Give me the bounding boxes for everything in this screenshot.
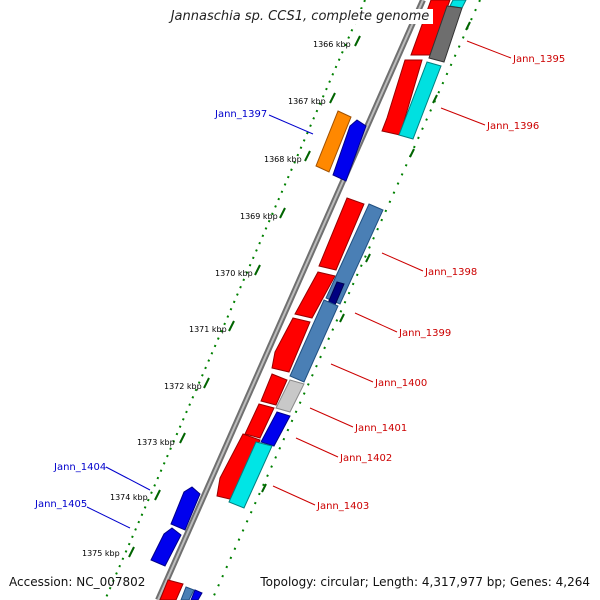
gene-label-jann-1405[interactable]: Jann_1405 xyxy=(34,499,87,510)
ruler-label-1375: 1375 kbp xyxy=(82,549,120,558)
cds-jann-1402[interactable] xyxy=(216,433,261,501)
map-title: Jannaschia sp. CCS1, complete genome xyxy=(166,9,434,24)
gene-label-jann-1395[interactable]: Jann_1395 xyxy=(512,54,565,65)
gene-label-jann-1400[interactable]: Jann_1400 xyxy=(374,378,427,389)
forward-cds-track xyxy=(150,110,367,567)
cds-jann-1397-orange[interactable] xyxy=(315,110,352,173)
accession-text: Accession: NC_007802 xyxy=(9,575,146,589)
gene-label-jann-1404[interactable]: Jann_1404 xyxy=(53,462,106,473)
feature-blue-bottom xyxy=(190,589,203,600)
gene-label-jann-1398[interactable]: Jann_1398 xyxy=(424,267,477,278)
cds-jann-1406[interactable] xyxy=(159,579,184,600)
cds-jann-1396[interactable] xyxy=(381,59,423,136)
feature-cyan-1403 xyxy=(228,441,273,509)
genome-backbone-highlight xyxy=(157,0,424,600)
cds-jann-1398b[interactable] xyxy=(294,271,336,319)
ruler-label-1372: 1372 kbp xyxy=(164,382,202,391)
cds-jann-1405[interactable] xyxy=(150,527,182,567)
feature-blue-1401 xyxy=(260,411,291,447)
ruler-label-1373: 1373 kbp xyxy=(137,438,175,447)
ruler-label-1374: 1374 kbp xyxy=(110,493,148,502)
cds-jann-1401[interactable] xyxy=(244,403,275,439)
ruler-ticks xyxy=(128,35,361,558)
feature-steel-1399 xyxy=(289,299,339,383)
feature-steel-1398 xyxy=(325,203,384,305)
feature-gray-1395 xyxy=(428,5,463,63)
ruler-dotted-line xyxy=(104,0,366,600)
cds-jann-1399[interactable] xyxy=(271,317,311,373)
topology-text: Topology: circular; Length: 4,317,977 bp… xyxy=(260,575,590,589)
gene-labels-left: Jann_1397 Jann_1404 Jann_1405 xyxy=(34,109,267,510)
cds-jann-1400[interactable] xyxy=(260,373,288,406)
feature-lightgray-1400 xyxy=(275,379,305,413)
reverse-cds-track xyxy=(159,0,451,600)
gene-label-jann-1396[interactable]: Jann_1396 xyxy=(486,121,539,132)
cds-jann-1404[interactable] xyxy=(170,486,201,531)
gene-label-jann-1403[interactable]: Jann_1403 xyxy=(316,501,369,512)
feature-steel-bottom xyxy=(180,586,195,600)
inner-line-ticks xyxy=(261,21,471,493)
label-leaders xyxy=(86,40,512,529)
ruler-label-1367: 1367 kbp xyxy=(288,97,326,106)
ruler-label-1368: 1368 kbp xyxy=(264,155,302,164)
gene-label-jann-1402[interactable]: Jann_1402 xyxy=(339,453,392,464)
feature-track xyxy=(180,0,467,600)
map-title-wrap: Jannaschia sp. CCS1, complete genome xyxy=(0,9,600,24)
ruler-label-1371: 1371 kbp xyxy=(189,325,227,334)
ruler-label-1369: 1369 kbp xyxy=(240,212,278,221)
gene-label-jann-1401[interactable]: Jann_1401 xyxy=(354,423,407,434)
gene-labels-right: Jann_1395 Jann_1396 Jann_1398 Jann_1399 … xyxy=(316,54,565,512)
cds-jann-1398[interactable] xyxy=(318,197,365,271)
feature-cyan-1396 xyxy=(398,61,442,140)
ruler-labels: 1366 kbp 1367 kbp 1368 kbp 1369 kbp 1370… xyxy=(82,40,351,558)
gene-label-jann-1397[interactable]: Jann_1397 xyxy=(214,109,267,120)
ruler-label-1370: 1370 kbp xyxy=(215,269,253,278)
gene-label-jann-1399[interactable]: Jann_1399 xyxy=(398,328,451,339)
ruler-label-1366: 1366 kbp xyxy=(313,40,351,49)
cds-jann-1397[interactable] xyxy=(332,119,367,182)
